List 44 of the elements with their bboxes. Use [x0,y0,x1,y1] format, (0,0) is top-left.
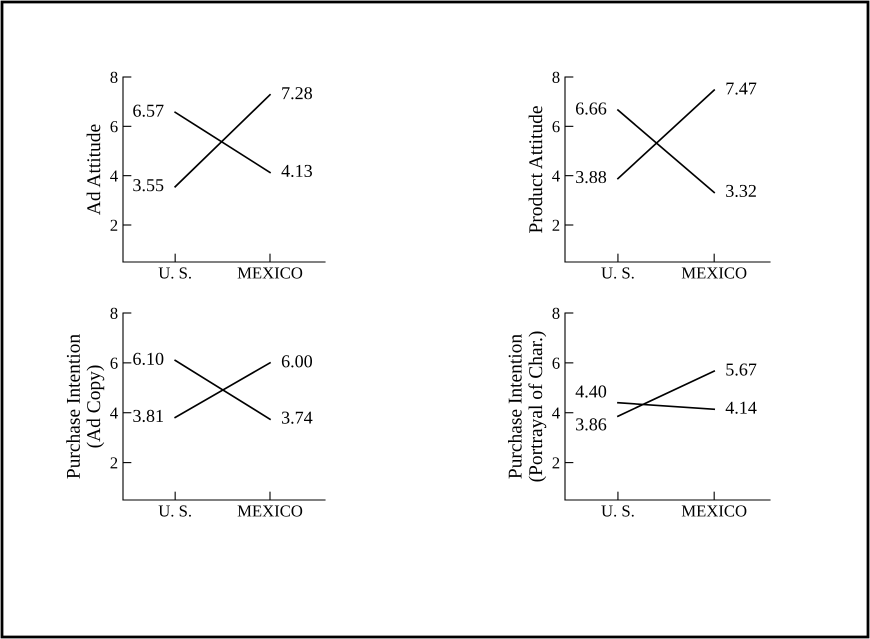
y-tick-label: 6 [552,121,560,132]
x-tick-label: MEXICO [238,505,302,517]
y-tick-label: 2 [552,220,560,231]
data-label: 4.14 [726,402,757,414]
data-label: 3.32 [726,184,756,198]
y-axis-title: Purchase Intention (Portrayal of Char.) [508,331,546,482]
x-tick-label: MEXICO [682,505,746,517]
data-label: 6.00 [282,355,312,368]
data-label: 3.81 [133,410,163,422]
data-label: 3.88 [576,170,606,184]
data-label: 4.13 [281,164,312,178]
y-tick-label: 2 [552,457,560,468]
data-label: 7.28 [282,87,312,100]
data-label: 3.86 [576,418,606,431]
y-tick-label: 8 [110,72,118,83]
y-tick-label: 6 [552,358,560,369]
x-tick-label: U. S. [601,505,634,517]
y-tick-label: 2 [110,220,118,231]
data-label: 6.10 [133,352,164,365]
y-axis-title: Product Attitude [528,106,542,233]
x-tick-label: U. S. [158,505,191,517]
data-label: 4.40 [576,385,606,398]
y-tick-label: 6 [110,121,118,132]
x-tick-label: U. S. [158,267,191,279]
y-axis-title: Ad Attitude [86,124,100,215]
y-tick-label: 4 [552,408,560,419]
y-tick-label: 8 [552,72,560,83]
data-label: 5.67 [726,363,756,376]
y-tick-label: 4 [110,408,118,419]
y-tick-label: 4 [552,170,560,182]
data-label: 3.55 [133,179,164,192]
data-label: 7.47 [726,82,756,95]
x-tick-label: MEXICO [238,267,302,279]
y-axis-title: Purchase Intention (Ad Copy) [66,334,104,479]
data-label: 6.66 [576,102,606,115]
y-tick-label: 6 [110,358,118,369]
data-label: 3.74 [282,412,312,424]
x-tick-label: MEXICO [682,267,746,279]
x-tick-label: U. S. [601,267,634,279]
y-tick-label: 8 [110,308,118,319]
y-tick-label: 2 [110,457,118,468]
y-tick-label: 4 [110,170,118,182]
y-tick-label: 8 [552,308,560,319]
data-label: 6.57 [133,104,164,117]
